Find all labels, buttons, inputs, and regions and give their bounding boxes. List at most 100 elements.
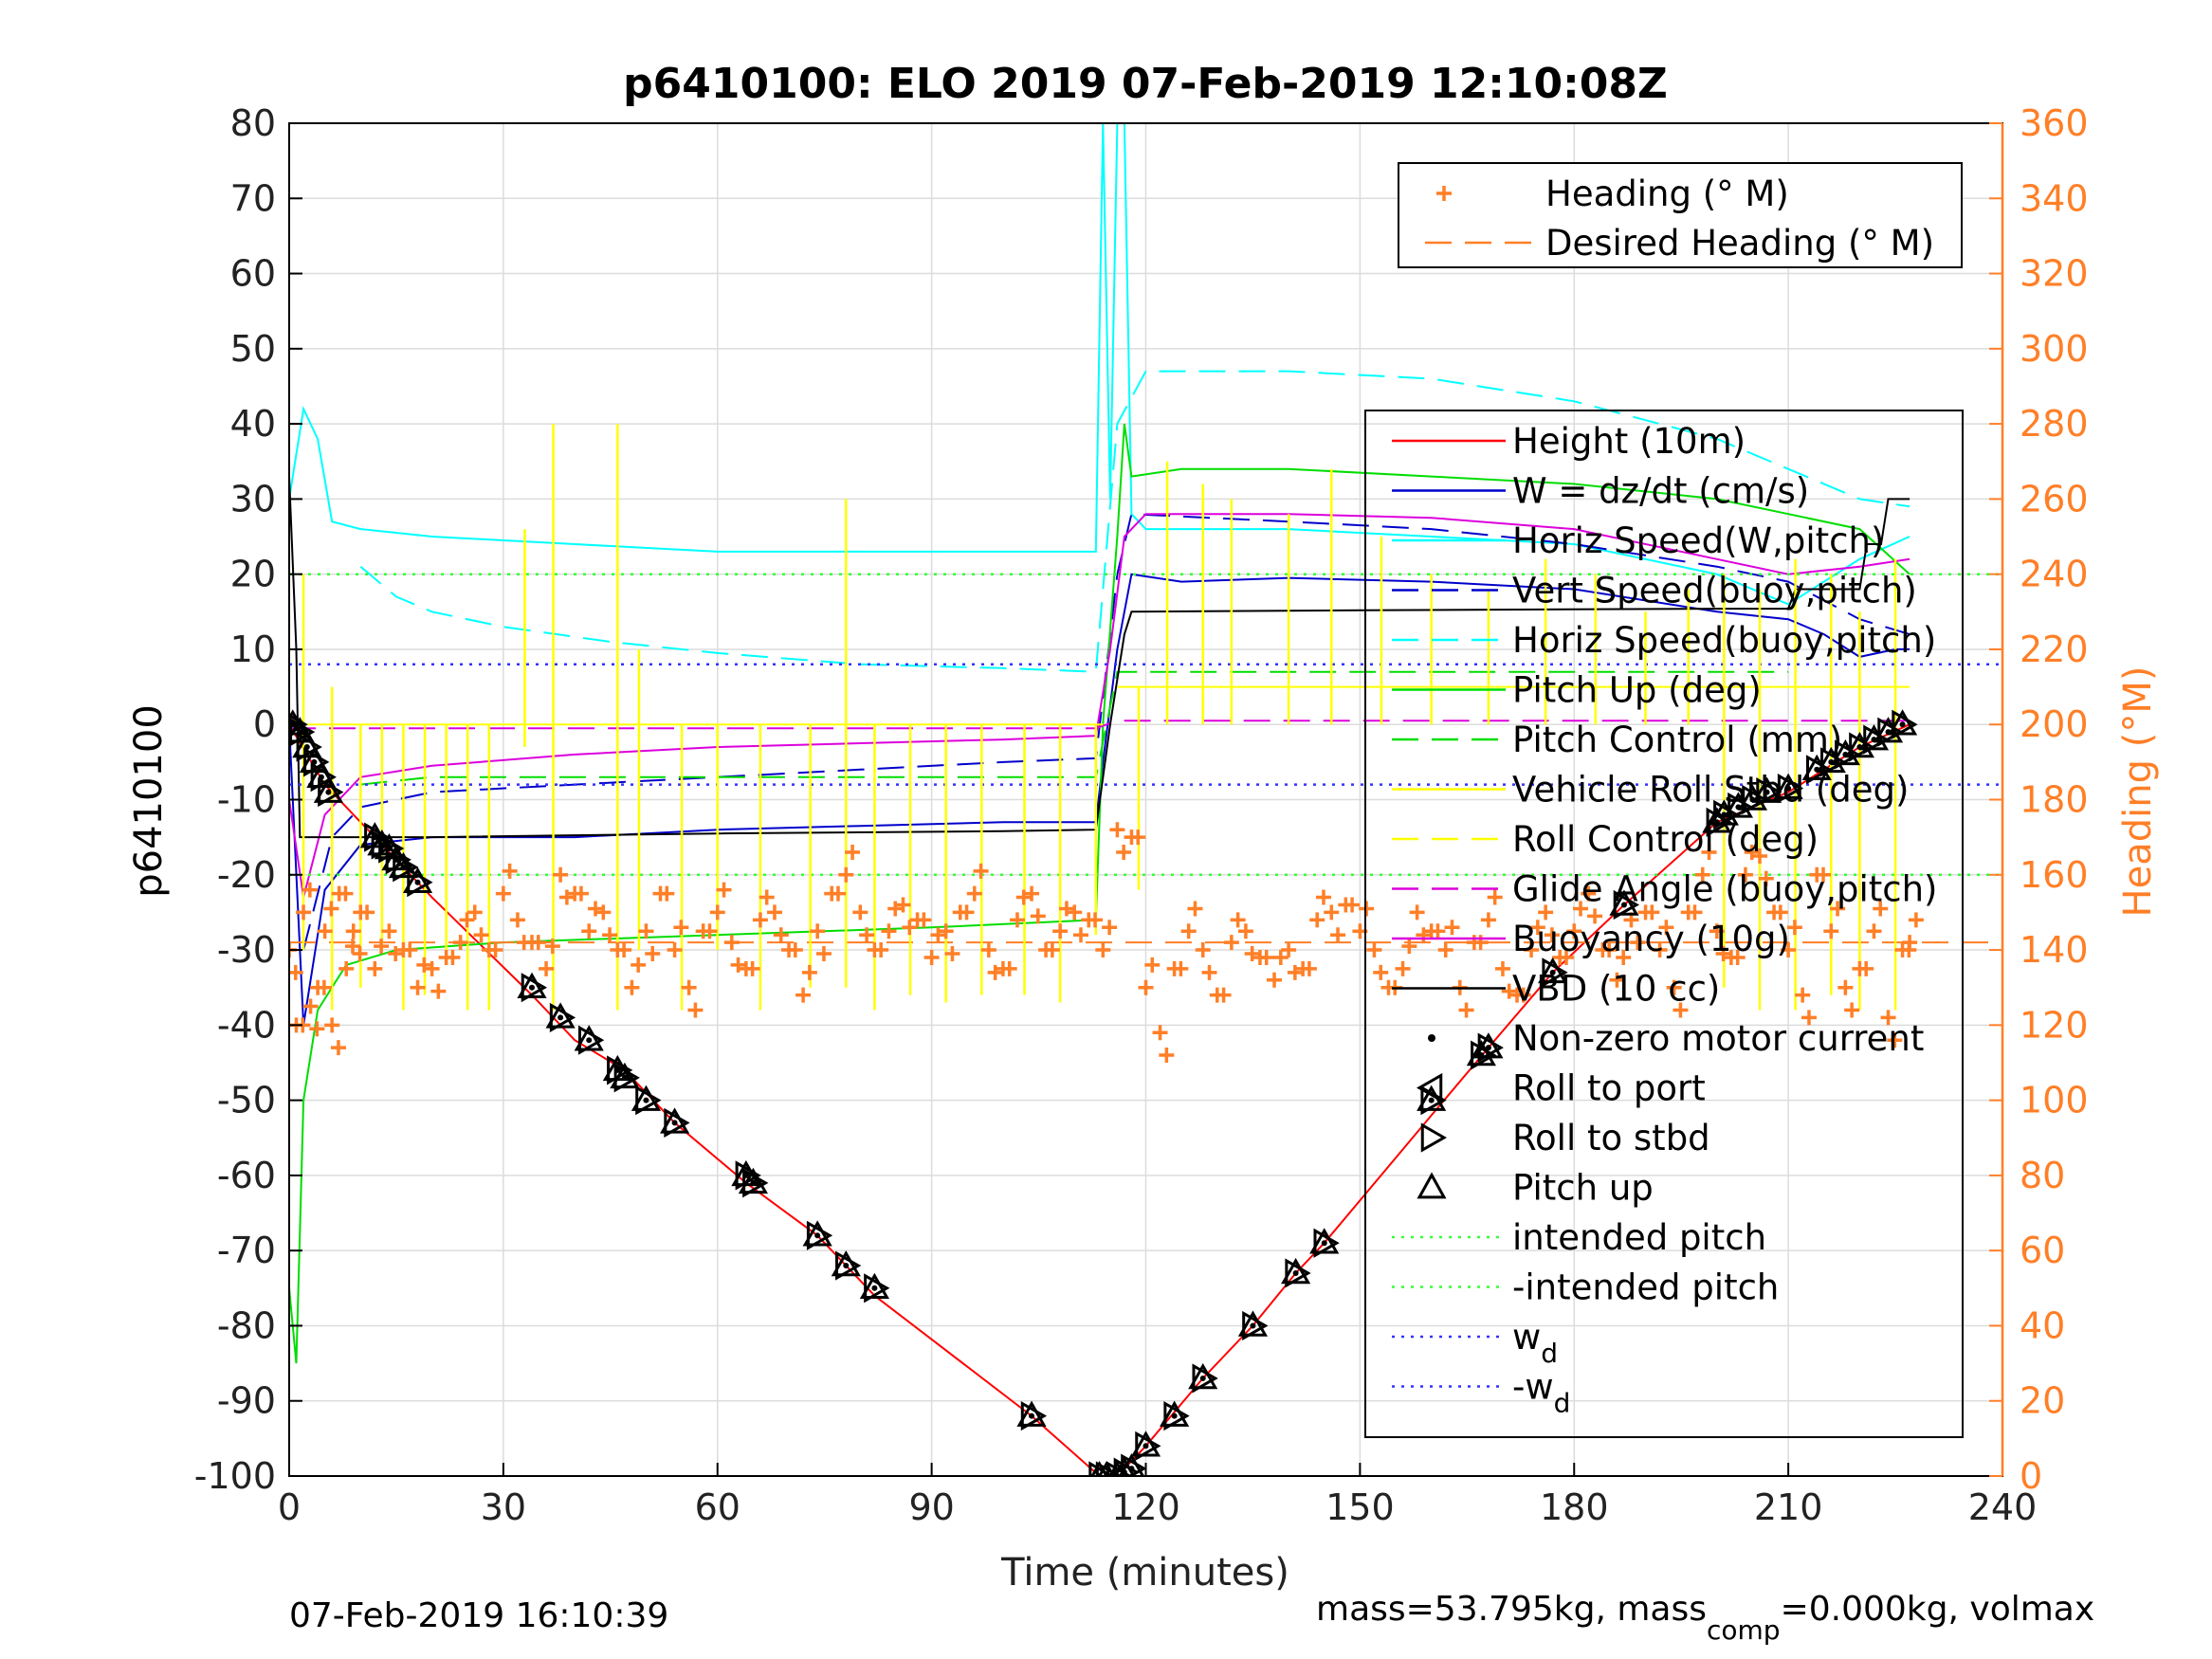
y2-tick-label: 180 — [2020, 779, 2089, 821]
legend-label-text: Glide Angle (buoy,pitch) — [1512, 869, 1937, 910]
heading-point — [667, 942, 683, 958]
heading-point — [1524, 942, 1540, 958]
y-tick-label: 80 — [230, 102, 276, 144]
heading-point — [1823, 923, 1839, 939]
heading-point — [473, 927, 489, 943]
heading-point — [1544, 927, 1560, 943]
heading-point — [1244, 946, 1260, 962]
marker-pitch-up — [1016, 1400, 1047, 1427]
legend-label-text: -intended pitch — [1512, 1267, 1779, 1308]
y-tick-label: -20 — [217, 854, 276, 896]
heading-point — [709, 904, 725, 921]
marker-roll — [1471, 1040, 1497, 1070]
legend-label-text: W = dz/dt (cm/s) — [1512, 471, 1809, 512]
heading-point — [573, 885, 589, 902]
marker-pitch-up — [1538, 957, 1568, 984]
heading-point — [873, 942, 889, 958]
heading-point — [430, 983, 447, 999]
legend-heading-label: Heading (° M) — [1545, 173, 1789, 214]
marker-motor — [297, 729, 303, 736]
heading-point — [1566, 923, 1582, 939]
heading-point — [345, 939, 361, 955]
y2-tick-label: 20 — [2020, 1380, 2065, 1422]
heading-point — [1187, 901, 1203, 917]
marker-pitch-up — [1160, 1400, 1190, 1427]
legend-main-label: wd — [1512, 1317, 1558, 1369]
marker-motor — [1199, 1375, 1206, 1381]
heading-point — [466, 904, 483, 921]
heading-point — [810, 923, 826, 939]
legend-label-text: Horiz Speed(W,pitch) — [1512, 520, 1884, 561]
heading-point — [367, 960, 383, 976]
y2-tick-label: 140 — [2020, 929, 2089, 971]
heading-point — [338, 885, 354, 902]
marker-motor — [311, 758, 318, 765]
heading-point — [1616, 949, 1632, 965]
legend-main-label: -wd — [1512, 1367, 1570, 1419]
legend-label-text: Roll to stbd — [1512, 1118, 1710, 1158]
marker-pitch-up — [802, 1220, 832, 1247]
legend-sample — [1420, 1122, 1448, 1153]
heading-point — [1301, 960, 1317, 976]
heading-point — [1873, 901, 1889, 917]
legend-label-text: -w — [1512, 1367, 1554, 1408]
heading-point — [852, 904, 868, 921]
legend-label-text: Horiz Speed(buoy,pitch) — [1512, 620, 1936, 661]
heading-point — [1315, 889, 1331, 905]
marker-pitch-up — [313, 776, 343, 803]
heading-point — [1772, 904, 1788, 921]
marker-pitch-up — [738, 1167, 768, 1194]
heading-point — [881, 923, 897, 939]
marker-roll — [1835, 739, 1861, 770]
legend-main-label: Pitch Control (mm) — [1512, 720, 1842, 760]
marker-pitch-up — [289, 717, 315, 743]
heading-point — [1709, 923, 1725, 939]
heading-point — [1673, 1002, 1689, 1018]
heading-point — [1201, 964, 1217, 980]
y2-tick-label: 220 — [2020, 629, 2089, 670]
y2-tick-label: 40 — [2020, 1304, 2065, 1346]
marker-motor — [750, 1179, 757, 1186]
legend-main-label: VBD (10 cc) — [1512, 969, 1720, 1010]
heading-point — [773, 927, 789, 943]
marker-pitch-up — [388, 851, 419, 879]
marker-roll — [1756, 776, 1782, 808]
series-buoyancy-10g- — [289, 513, 1910, 898]
y2-tick-label: 120 — [2020, 1004, 2089, 1046]
heading-point — [1152, 1025, 1168, 1041]
marker-roll — [1542, 957, 1568, 988]
heading-point — [1116, 844, 1132, 860]
marker-pitch-up — [1188, 1362, 1218, 1390]
heading-point — [1223, 935, 1239, 951]
y-tick-label: -100 — [194, 1455, 276, 1497]
heading-point — [1687, 904, 1703, 921]
x-axis-label: Time (minutes) — [1000, 1551, 1289, 1595]
marker-roll — [1285, 1258, 1311, 1288]
marker-roll — [742, 1168, 769, 1198]
marker-pitch-up — [1473, 1032, 1504, 1059]
legend-label-text: Pitch up — [1512, 1168, 1654, 1209]
heading-point — [1409, 904, 1425, 921]
heading-point — [624, 979, 640, 995]
heading-point — [1237, 923, 1253, 939]
y-tick-label: -90 — [217, 1380, 276, 1422]
heading-point — [539, 960, 555, 976]
y-tick-label: 20 — [230, 554, 276, 595]
heading-point — [1658, 920, 1674, 936]
heading-point — [1102, 920, 1118, 936]
marker-motor — [1764, 789, 1770, 795]
y-tick-label: 60 — [230, 253, 276, 295]
marker-roll — [1135, 1431, 1161, 1461]
marker-motor — [1620, 902, 1627, 908]
legend-label-text: Roll to port — [1512, 1068, 1706, 1109]
marker-roll — [1242, 1310, 1269, 1341]
marker-roll — [1713, 799, 1740, 830]
heading-point — [631, 957, 647, 973]
heading-point — [558, 889, 575, 905]
marker-roll — [549, 1002, 576, 1032]
heading-point — [980, 942, 996, 958]
marker-motor — [843, 1263, 850, 1269]
heading-point — [1609, 972, 1625, 988]
x-tick-label: 60 — [695, 1486, 740, 1528]
heading-point — [795, 987, 812, 1003]
